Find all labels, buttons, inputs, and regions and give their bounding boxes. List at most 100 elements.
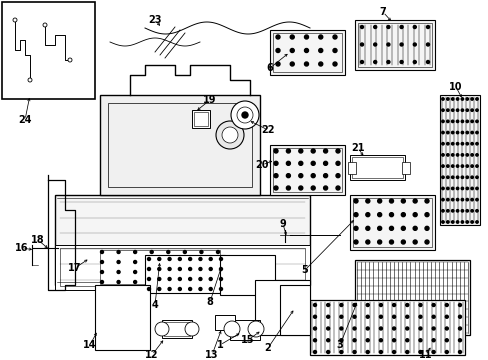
- Bar: [229, 320, 260, 340]
- Circle shape: [310, 149, 315, 153]
- Circle shape: [465, 154, 468, 156]
- Circle shape: [446, 210, 448, 212]
- Circle shape: [401, 226, 405, 230]
- Circle shape: [460, 210, 463, 212]
- Circle shape: [412, 43, 415, 46]
- Circle shape: [460, 154, 463, 156]
- Circle shape: [460, 187, 463, 190]
- Circle shape: [455, 109, 458, 111]
- Circle shape: [224, 321, 240, 337]
- Circle shape: [339, 315, 342, 318]
- Circle shape: [412, 26, 415, 28]
- Circle shape: [446, 221, 448, 223]
- Circle shape: [465, 210, 468, 212]
- Circle shape: [318, 49, 322, 53]
- Circle shape: [418, 327, 421, 330]
- Circle shape: [230, 101, 259, 129]
- Text: 20: 20: [255, 160, 268, 170]
- Bar: [95, 285, 150, 350]
- Bar: [354, 20, 434, 70]
- Circle shape: [335, 186, 339, 190]
- Circle shape: [412, 226, 416, 230]
- Circle shape: [441, 154, 443, 156]
- Circle shape: [399, 43, 402, 46]
- Circle shape: [460, 98, 463, 100]
- Circle shape: [446, 187, 448, 190]
- Bar: [280, 285, 309, 335]
- Circle shape: [470, 154, 472, 156]
- Circle shape: [101, 251, 103, 253]
- Circle shape: [399, 60, 402, 63]
- Bar: [2, 2, 95, 99]
- Bar: [60, 248, 305, 286]
- Bar: [220, 255, 274, 295]
- Text: 15: 15: [241, 335, 254, 345]
- Circle shape: [366, 351, 368, 354]
- Circle shape: [298, 186, 302, 190]
- Bar: [192, 110, 209, 128]
- Circle shape: [313, 339, 316, 342]
- Circle shape: [455, 98, 458, 100]
- Circle shape: [431, 351, 434, 354]
- Circle shape: [446, 176, 448, 179]
- Circle shape: [216, 261, 219, 264]
- Circle shape: [117, 270, 120, 274]
- Circle shape: [326, 351, 329, 354]
- Circle shape: [298, 174, 302, 178]
- Circle shape: [450, 210, 453, 212]
- Circle shape: [168, 267, 171, 270]
- Text: 22: 22: [261, 125, 274, 135]
- Circle shape: [455, 154, 458, 156]
- Circle shape: [366, 303, 368, 306]
- Circle shape: [332, 35, 336, 39]
- Circle shape: [166, 270, 169, 274]
- Circle shape: [424, 199, 428, 203]
- Circle shape: [335, 174, 339, 178]
- Text: 3: 3: [336, 340, 343, 350]
- Circle shape: [147, 267, 150, 270]
- Circle shape: [460, 221, 463, 223]
- Circle shape: [200, 251, 203, 253]
- Circle shape: [470, 165, 472, 167]
- Circle shape: [323, 149, 327, 153]
- Circle shape: [209, 257, 212, 261]
- Circle shape: [117, 251, 120, 253]
- Circle shape: [339, 339, 342, 342]
- Circle shape: [199, 267, 202, 270]
- Circle shape: [216, 270, 219, 274]
- Circle shape: [455, 131, 458, 134]
- Circle shape: [168, 278, 171, 280]
- Bar: [100, 250, 220, 284]
- Circle shape: [275, 62, 280, 66]
- Circle shape: [286, 149, 290, 153]
- Circle shape: [68, 58, 72, 62]
- Circle shape: [465, 120, 468, 122]
- Circle shape: [360, 26, 363, 28]
- Circle shape: [352, 327, 355, 330]
- Circle shape: [28, 78, 32, 82]
- Bar: [349, 195, 434, 250]
- Circle shape: [389, 226, 393, 230]
- Circle shape: [446, 165, 448, 167]
- Circle shape: [209, 278, 212, 280]
- Text: 21: 21: [350, 143, 364, 153]
- Circle shape: [418, 339, 421, 342]
- Circle shape: [450, 221, 453, 223]
- Circle shape: [418, 351, 421, 354]
- Circle shape: [117, 280, 120, 284]
- Circle shape: [450, 165, 453, 167]
- Circle shape: [150, 280, 153, 284]
- Text: 10: 10: [448, 82, 462, 92]
- Circle shape: [290, 62, 294, 66]
- Circle shape: [199, 278, 202, 280]
- Text: 23: 23: [148, 15, 162, 25]
- Circle shape: [286, 161, 290, 165]
- Circle shape: [275, 35, 280, 39]
- Circle shape: [450, 109, 453, 111]
- Circle shape: [353, 213, 357, 217]
- Text: 11: 11: [418, 350, 432, 360]
- Circle shape: [455, 176, 458, 179]
- Circle shape: [147, 278, 150, 280]
- Bar: [55, 245, 309, 290]
- Circle shape: [313, 327, 316, 330]
